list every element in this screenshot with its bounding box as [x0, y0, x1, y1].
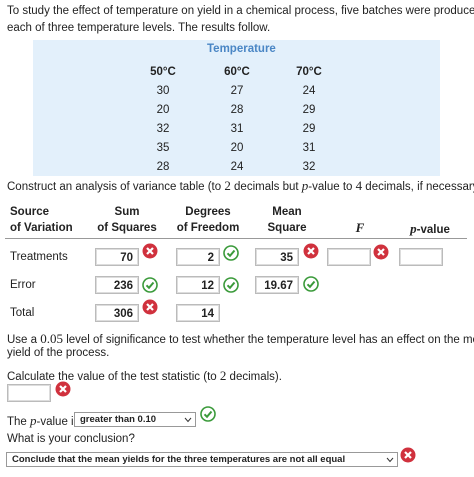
table-title: Temperature: [207, 43, 276, 55]
table-cell: 20: [156, 104, 170, 116]
intro-line: each of three temperature levels. The re…: [7, 22, 271, 34]
dropdown[interactable]: Conclude that the mean yields for the th…: [6, 452, 398, 467]
input[interactable]: [399, 248, 443, 266]
correct-icon: [142, 277, 158, 293]
table-cell: 30: [156, 85, 170, 97]
data-table: Temperature 50°C 60°C 70°C 30 27 24 20 28 29 32 31…: [33, 40, 440, 176]
wrong-icon: [142, 243, 158, 259]
wrong-icon: [303, 243, 319, 259]
input[interactable]: 2: [176, 248, 220, 266]
input[interactable]: [7, 384, 51, 402]
caret: [386, 457, 394, 463]
input[interactable]: 19.67: [255, 276, 299, 294]
text: -value: [416, 224, 450, 236]
source: Error: [10, 279, 36, 291]
text: p: [410, 221, 417, 236]
text: 4: [355, 178, 363, 193]
header: of Variation: [10, 222, 73, 234]
table-cell: 27: [230, 85, 244, 97]
selected-option: greater than 0.10: [80, 414, 157, 425]
header: Degrees: [185, 206, 231, 218]
column-header: 50°C: [150, 66, 176, 78]
caret: [184, 417, 192, 423]
column-header: 60°C: [224, 66, 250, 78]
table-cell: 31: [230, 123, 244, 135]
header: Square: [267, 222, 307, 234]
table-cell: 24: [230, 161, 244, 173]
text: p: [30, 413, 37, 428]
question: What is your conclusion?: [7, 433, 135, 445]
correct-icon: [303, 276, 319, 292]
question: Use a 0.05 level of significance to test…: [7, 331, 474, 347]
text: p: [301, 178, 309, 193]
source: Total: [10, 307, 35, 319]
header: Sum: [114, 206, 140, 218]
table-cell: 24: [302, 85, 316, 97]
header: of Squares: [97, 222, 157, 234]
text: decimals, if necessary).: [362, 181, 474, 193]
input[interactable]: 236: [95, 276, 139, 294]
wrong-icon: [400, 447, 416, 463]
table-cell: 28: [230, 104, 244, 116]
table-cell: 35: [156, 142, 170, 154]
text: Calculate the value of the test statisti…: [7, 371, 220, 383]
header: of Freedom: [176, 222, 240, 234]
input[interactable]: 14: [176, 304, 220, 322]
input[interactable]: 306: [95, 304, 139, 322]
table-cell: 28: [156, 161, 170, 173]
header: F: [355, 220, 365, 235]
correct-icon: [200, 406, 216, 422]
text: Use a: [7, 334, 41, 346]
text: Construct an analysis of variance table …: [7, 181, 225, 193]
table-cell: 32: [302, 161, 316, 173]
column-header: 70°C: [296, 66, 322, 78]
wrong-icon: [142, 299, 158, 315]
text: -value is: [36, 416, 80, 428]
text: 0.05: [40, 331, 63, 346]
input[interactable]: 35: [255, 248, 299, 266]
divider: [5, 238, 467, 239]
input[interactable]: 70: [95, 248, 139, 266]
text: 2: [224, 178, 231, 193]
header: Mean: [272, 206, 302, 218]
source: Treatments: [10, 251, 68, 263]
input[interactable]: [327, 248, 371, 266]
table-cell: 29: [302, 104, 316, 116]
wrong-icon: [55, 381, 71, 397]
text: 2: [219, 368, 227, 383]
dropdown[interactable]: greater than 0.10: [74, 412, 196, 427]
table-cell: 31: [302, 142, 316, 154]
header: Source: [10, 206, 49, 218]
table-cell: 20: [230, 142, 244, 154]
table-cell: 32: [156, 123, 170, 135]
question: Calculate the value of the test statisti…: [7, 368, 282, 384]
text: decimals but: [230, 181, 302, 193]
correct-icon: [223, 277, 239, 293]
header: p-value: [400, 221, 460, 237]
table-cell: 29: [302, 123, 316, 135]
text: level of significance to test whether th…: [63, 334, 474, 346]
wrong-icon: [373, 244, 389, 260]
text: -value to: [308, 181, 356, 193]
text: decimals).: [226, 371, 282, 383]
question: yield of the process.: [7, 347, 110, 359]
instruction: Construct an analysis of variance table …: [7, 178, 474, 194]
question: The p-value is: [7, 413, 79, 429]
input[interactable]: 12: [176, 276, 220, 294]
intro-line: To study the effect of temperature on yi…: [7, 5, 474, 17]
correct-icon: [223, 245, 239, 261]
selected-option: Conclude that the mean yields for the th…: [12, 454, 346, 465]
text: The: [7, 416, 31, 428]
